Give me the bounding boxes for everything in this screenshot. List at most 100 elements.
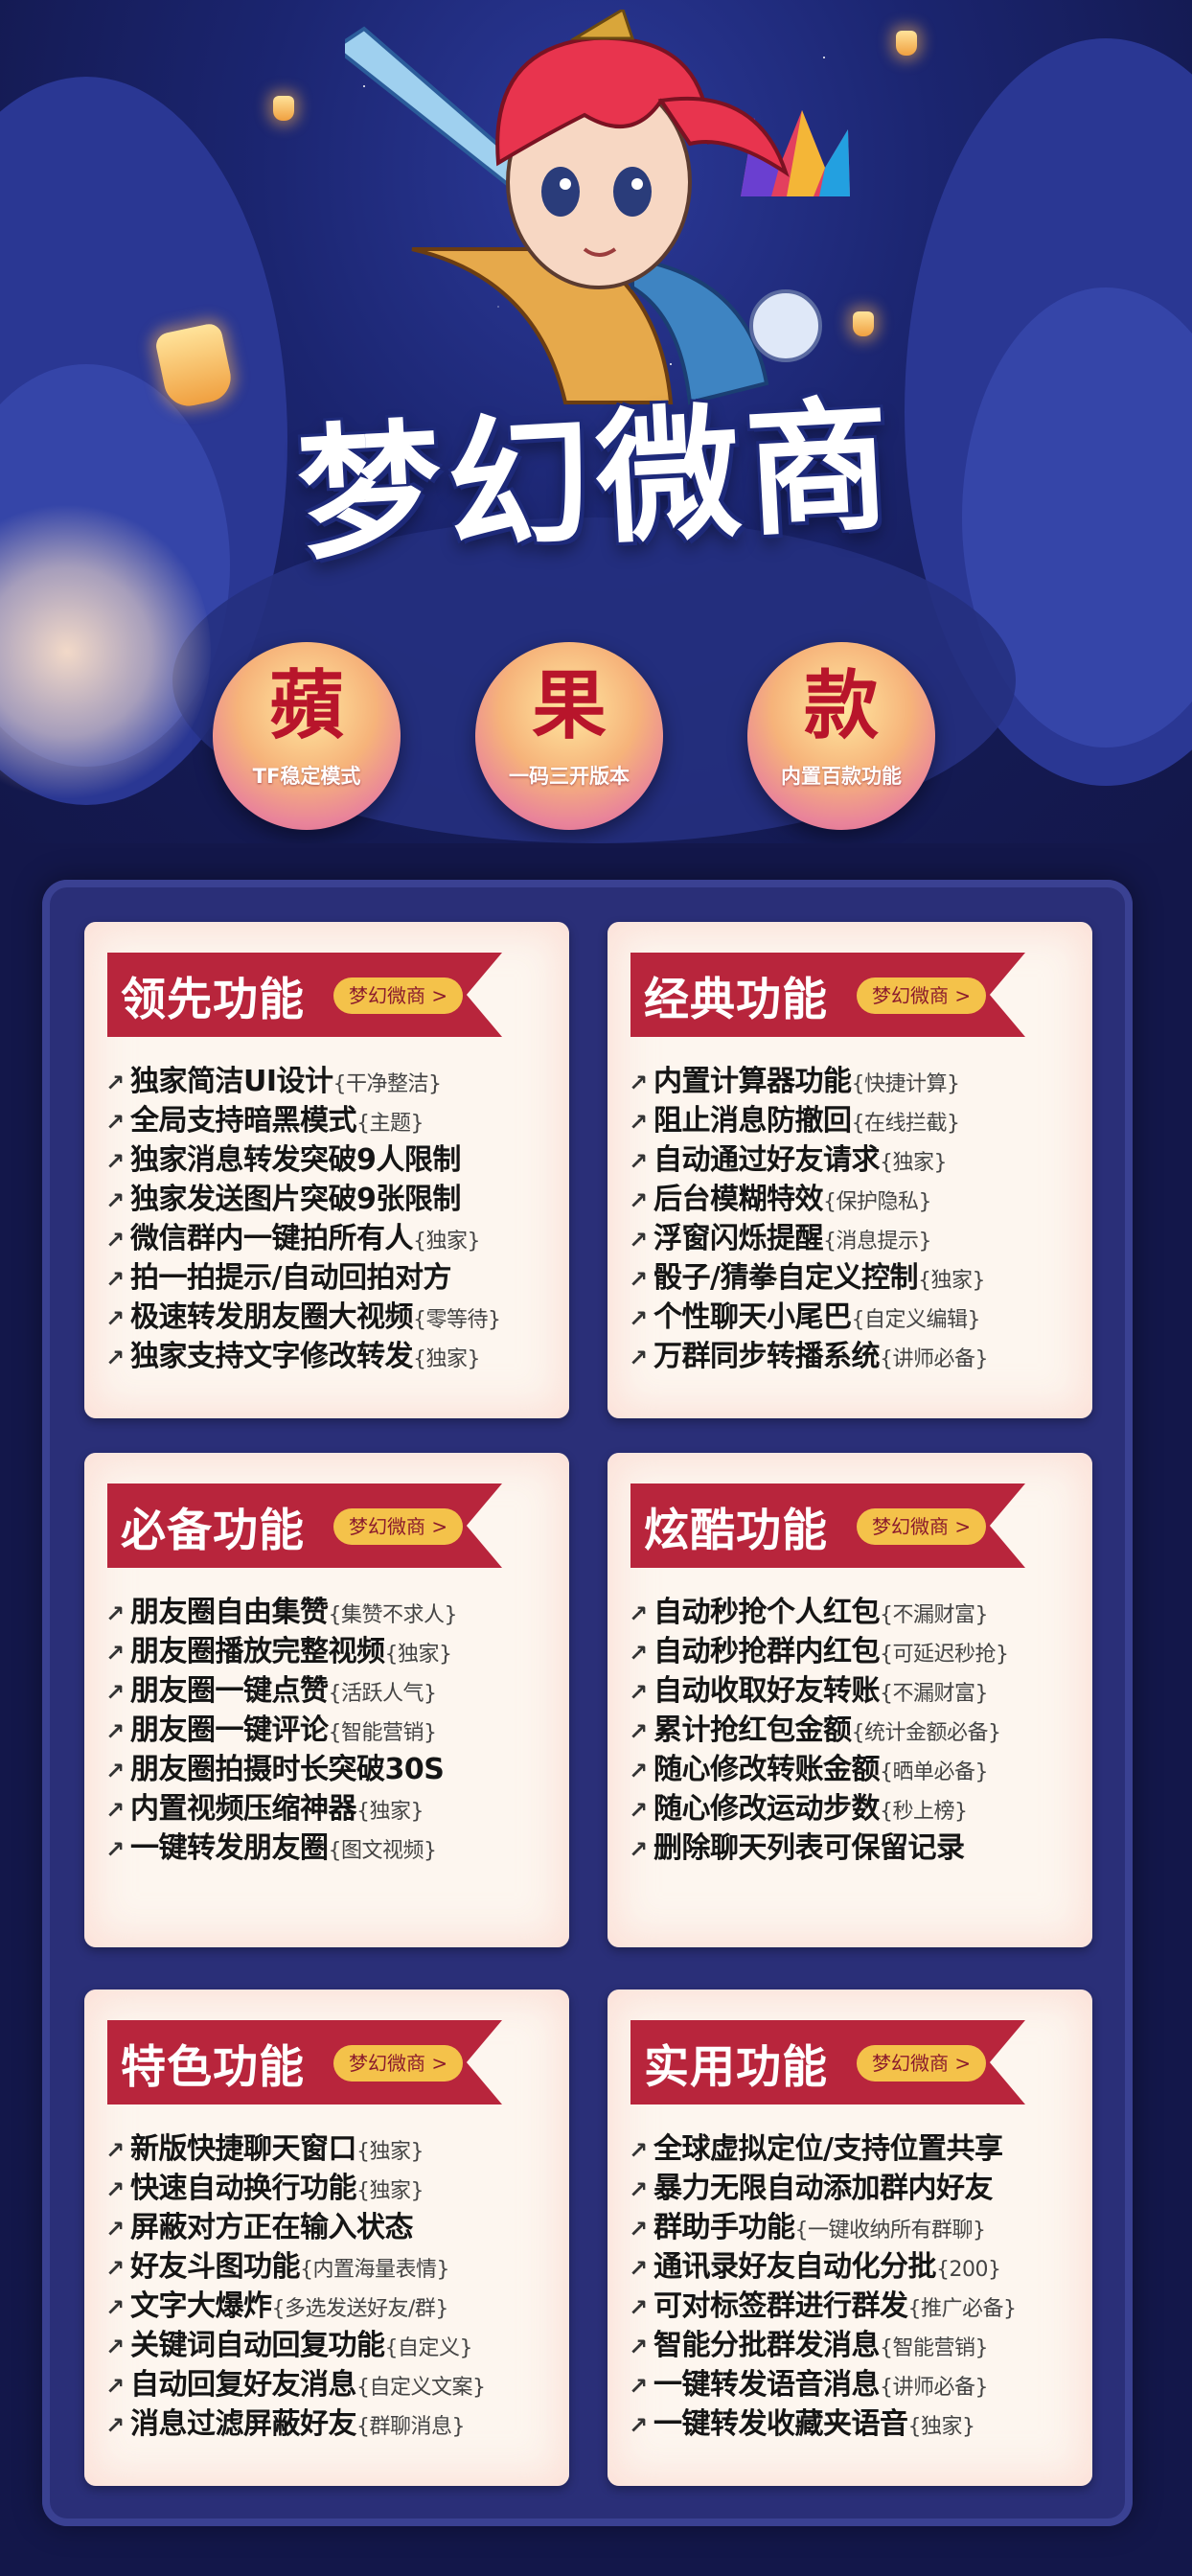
brand-pill-button[interactable]: 梦幻微商 >	[857, 978, 987, 1014]
list-item: ↗ 一键转发朋友圈 {图文视频}	[105, 1828, 562, 1868]
arrow-icon: ↗	[105, 2137, 126, 2164]
arrow-icon: ↗	[629, 1640, 649, 1667]
arrow-icon: ↗	[105, 1305, 126, 1332]
item-main-text: 一键转发朋友圈	[130, 1831, 329, 1865]
arrow-icon: ↗	[105, 1227, 126, 1254]
item-main-text: 自动收取好友转账	[653, 1674, 881, 1708]
list-item: ↗ 一键转发收藏夹语音 {独家}	[629, 2404, 1085, 2444]
item-main-text: 朋友圈播放完整视频	[130, 1635, 385, 1668]
brand-logo-icon	[741, 110, 850, 196]
list-item: ↗ 屏蔽对方正在输入状态	[105, 2208, 562, 2247]
item-note-text: {自定义文案}	[356, 2376, 486, 2400]
item-main-text: 一键转发语音消息	[653, 2368, 881, 2402]
item-note-text: {秒上榜}	[880, 1800, 968, 1824]
feature-list: ↗ 自动秒抢个人红包 {不漏财富} ↗ 自动秒抢群内红包 {可延迟秒抢} ↗ 自动收取好友…	[629, 1593, 1085, 1868]
arrow-icon: ↗	[105, 1109, 126, 1136]
arrow-icon: ↗	[629, 2294, 649, 2321]
feature-card-classic: 经典功能 梦幻微商 > ↗ 内置计算器功能 {快捷计算} ↗ 阻止消息防撤回 {在线拦截…	[607, 922, 1092, 1418]
brand-pill-button[interactable]: 梦幻微商 >	[857, 2045, 987, 2082]
brand-pill-button[interactable]: 梦幻微商 >	[333, 1508, 464, 1545]
arrow-icon: ↗	[105, 1718, 126, 1745]
item-note-text: {集赞不求人}	[328, 1603, 458, 1627]
arrow-icon: ↗	[629, 2334, 649, 2360]
item-main-text: 极速转发朋友圈大视频	[130, 1300, 414, 1334]
brand-pill-button[interactable]: 梦幻微商 >	[857, 1508, 987, 1545]
card-title: 实用功能	[644, 2041, 828, 2094]
item-note-text: {活跃人气}	[328, 1682, 438, 1706]
item-note-text: {独家}	[413, 1347, 481, 1371]
item-note-text: {不漏财富}	[880, 1603, 989, 1627]
item-note-text: {独家}	[907, 2415, 976, 2439]
list-item: ↗ 自动秒抢群内红包 {可延迟秒抢}	[629, 1632, 1085, 1671]
list-item: ↗ 骰子/猜拳自定义控制 {独家}	[629, 1258, 1085, 1298]
list-item: ↗ 删除聊天列表可保留记录	[629, 1828, 1085, 1868]
item-note-text: {干净整洁}	[332, 1072, 443, 1096]
card-banner: 炫酷功能 梦幻微商 >	[630, 1484, 1025, 1568]
item-main-text: 随心修改转账金额	[653, 1753, 881, 1786]
feature-list: ↗ 内置计算器功能 {快捷计算} ↗ 阻止消息防撤回 {在线拦截} ↗ 自动通过好友请求{…	[629, 1062, 1085, 1376]
item-main-text: 后台模糊特效	[653, 1183, 824, 1216]
arrow-icon: ↗	[629, 2176, 649, 2203]
feature-card-practical: 实用功能 梦幻微商 > ↗ 全球虚拟定位/支持位置共享 ↗ 暴力无限自动添加群内好友…	[607, 1990, 1092, 2486]
arrow-icon: ↗	[629, 1836, 649, 1863]
arrow-icon: ↗	[105, 1187, 126, 1214]
arrow-icon: ↗	[105, 2294, 126, 2321]
list-item: ↗ 群助手功能 {一键收纳所有群聊}	[629, 2208, 1085, 2247]
list-item: ↗ 朋友圈播放完整视频 {独家}	[105, 1632, 562, 1671]
item-main-text: 全球虚拟定位/支持位置共享	[653, 2132, 1003, 2166]
list-item: ↗ 个性聊天小尾巴 {自定义编辑}	[629, 1298, 1085, 1337]
list-item: ↗ 后台模糊特效 {保护隐私}	[629, 1180, 1085, 1219]
item-note-text: {智能营销}	[880, 2336, 989, 2360]
list-item: ↗ 新版快捷聊天窗口 {独家}	[105, 2129, 562, 2169]
item-main-text: 独家简洁UI设计	[130, 1065, 333, 1098]
item-note-text: {独家}	[384, 1643, 453, 1667]
list-item: ↗ 微信群内一键拍所有人 {独家}	[105, 1219, 562, 1258]
item-main-text: 智能分批群发消息	[653, 2329, 881, 2362]
item-main-text: 独家支持文字修改转发	[130, 1340, 414, 1373]
item-main-text: 个性聊天小尾巴	[653, 1300, 852, 1334]
item-note-text: {零等待}	[413, 1308, 501, 1332]
lantern-icon	[896, 31, 917, 56]
item-main-text: 新版快捷聊天窗口	[130, 2132, 357, 2166]
brand-pill-button[interactable]: 梦幻微商 >	[333, 2045, 464, 2082]
arrow-icon: ↗	[629, 1679, 649, 1706]
feature-list: ↗ 独家简洁UI设计 {干净整洁} ↗ 全局支持暗黑模式 {主题} ↗ 独家消息转发突破9…	[105, 1062, 562, 1376]
list-item: ↗ 阻止消息防撤回 {在线拦截}	[629, 1101, 1085, 1140]
brand-pill-button[interactable]: 梦幻微商 >	[333, 978, 464, 1014]
item-note-text: {消息提示}	[823, 1230, 932, 1254]
arrow-icon: ↗	[629, 1187, 649, 1214]
feature-card-cool: 炫酷功能 梦幻微商 > ↗ 自动秒抢个人红包 {不漏财富} ↗ 自动秒抢群内红包 {可延…	[607, 1453, 1092, 1947]
item-main-text: 内置计算器功能	[653, 1065, 852, 1098]
badge-caption: 内置百款功能	[781, 765, 902, 788]
arrow-icon: ↗	[629, 1109, 649, 1136]
item-note-text: {独家}	[880, 1151, 948, 1175]
list-item: ↗ 随心修改运动步数 {秒上榜}	[629, 1789, 1085, 1828]
list-item: ↗ 全球虚拟定位/支持位置共享	[629, 2129, 1085, 2169]
card-banner: 实用功能 梦幻微商 >	[630, 2020, 1025, 2104]
lantern-icon	[273, 96, 294, 121]
item-main-text: 朋友圈一键评论	[130, 1714, 329, 1747]
item-main-text: 微信群内一键拍所有人	[130, 1222, 414, 1255]
arrow-icon: ↗	[105, 1266, 126, 1293]
card-banner: 必备功能 梦幻微商 >	[107, 1484, 502, 1568]
list-item: ↗ 随心修改转账金额 {晒单必备}	[629, 1750, 1085, 1789]
item-main-text: 消息过滤屏蔽好友	[130, 2407, 357, 2441]
item-note-text: {独家}	[356, 1800, 424, 1824]
feature-card-special: 特色功能 梦幻微商 > ↗ 新版快捷聊天窗口 {独家} ↗ 快速自动换行功能 {独家} …	[84, 1990, 569, 2486]
list-item: ↗ 万群同步转播系统 {讲师必备}	[629, 1337, 1085, 1376]
item-note-text: {独家}	[917, 1269, 986, 1293]
card-title: 必备功能	[121, 1505, 305, 1557]
list-item: ↗ 通讯录好友自动化分批 {200}	[629, 2247, 1085, 2287]
hero-banner: 梦幻微商 蘋 TF稳定模式 果 一码三开版本 款 内置百款功能	[0, 0, 1192, 843]
list-item: ↗ 内置计算器功能 {快捷计算}	[629, 1062, 1085, 1101]
list-item: ↗ 自动收取好友转账 {不漏财富}	[629, 1671, 1085, 1711]
arrow-icon: ↗	[105, 1679, 126, 1706]
item-note-text: {图文视频}	[328, 1839, 438, 1863]
list-item: ↗ 朋友圈自由集赞 {集赞不求人}	[105, 1593, 562, 1632]
list-item: ↗ 好友斗图功能 {内置海量表情}	[105, 2247, 562, 2287]
item-note-text: {独家}	[356, 2140, 424, 2164]
item-main-text: 朋友圈拍摄时长突破30S	[130, 1753, 445, 1786]
list-item: ↗ 全局支持暗黑模式 {主题}	[105, 1101, 562, 1140]
arrow-icon: ↗	[629, 1600, 649, 1627]
list-item: ↗ 关键词自动回复功能 {自定义}	[105, 2326, 562, 2365]
